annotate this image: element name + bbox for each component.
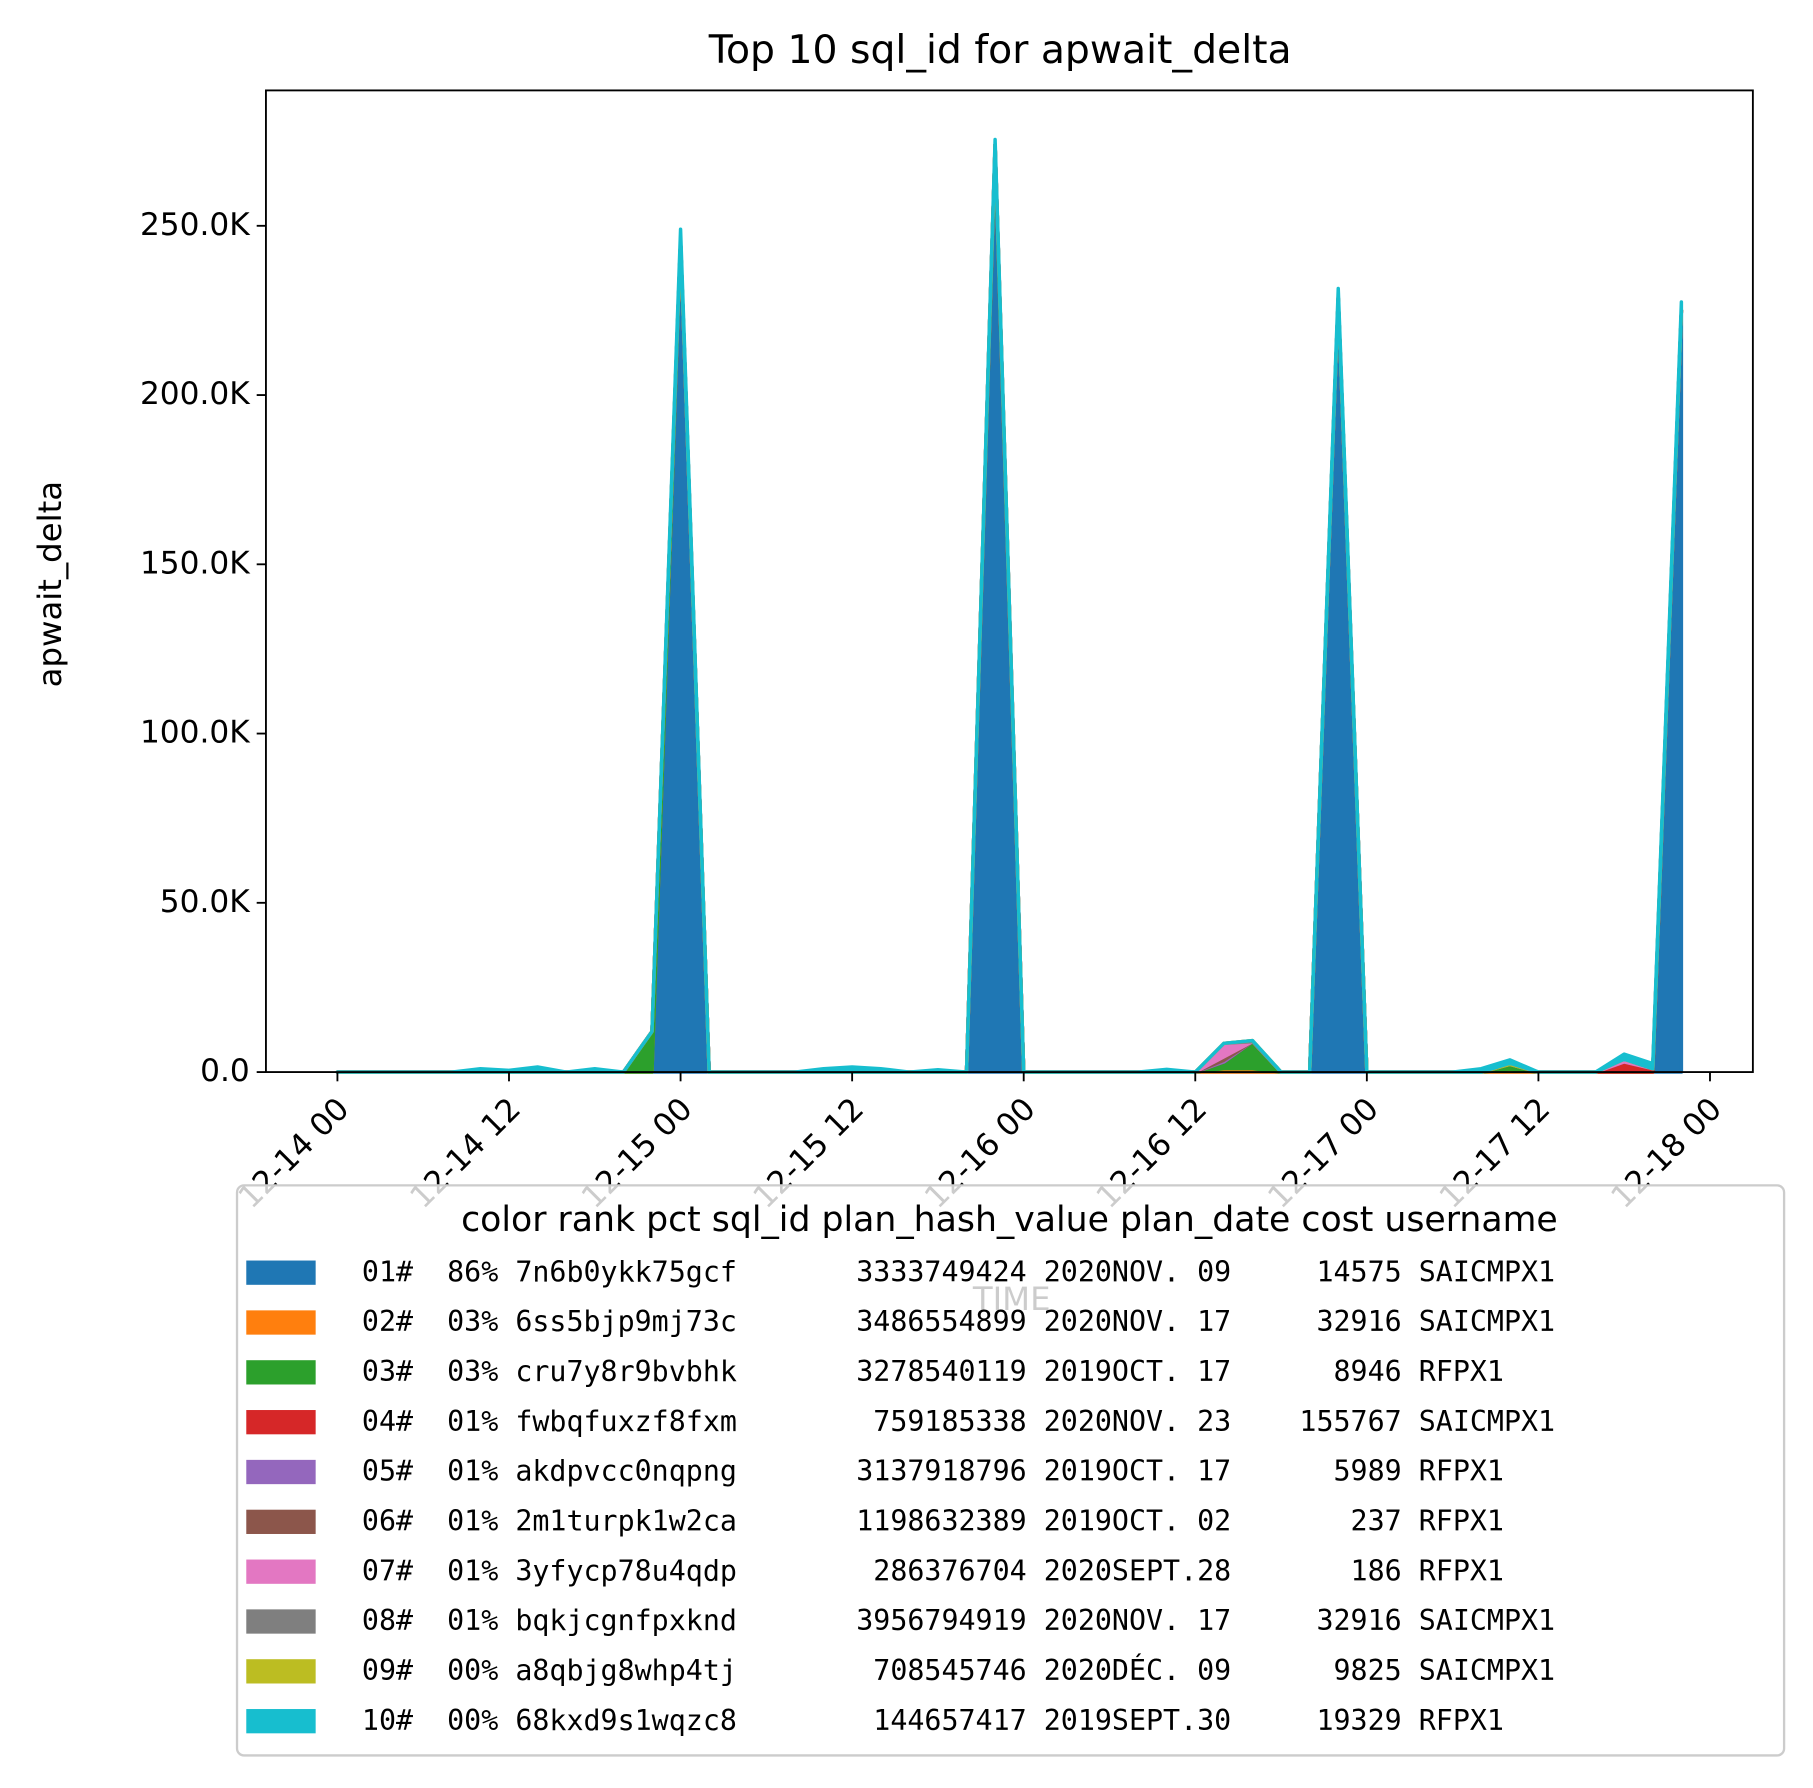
legend-label: 03# 03% cru7y8r9bvbhk 3278540119 2019OCT… xyxy=(362,1355,1504,1388)
legend-label: 06# 01% 2m1turpk1w2ca 1198632389 2019OCT… xyxy=(362,1504,1504,1537)
legend-swatch xyxy=(246,1559,316,1584)
y-tick-label: 150.0K xyxy=(140,545,251,581)
legend-label: 09# 00% a8qbjg8whp4tj 708545746 2020DÉC.… xyxy=(362,1653,1555,1687)
legend-swatch xyxy=(246,1659,316,1684)
chart-title: Top 10 sql_id for apwait_delta xyxy=(708,28,1292,73)
legend-swatch xyxy=(246,1310,316,1335)
legend-label: 04# 01% fwbqfuxzf8fxm 759185338 2020NOV.… xyxy=(362,1405,1555,1438)
legend-swatch xyxy=(246,1609,316,1634)
y-tick-label: 100.0K xyxy=(140,715,251,751)
legend-label: 01# 86% 7n6b0ykk75gcf 3333749424 2020NOV… xyxy=(362,1255,1555,1288)
legend-title: color rank pct sql_id plan_hash_value pl… xyxy=(461,1200,1558,1240)
legend-label: 05# 01% akdpvcc0nqpng 3137918796 2019OCT… xyxy=(362,1455,1504,1488)
legend-swatch xyxy=(246,1260,316,1285)
legend-label: 07# 01% 3yfycp78u4qdp 286376704 2020SEPT… xyxy=(362,1554,1504,1587)
legend-swatch xyxy=(246,1410,316,1435)
legend-label: 02# 03% 6ss5bjp9mj73c 3486554899 2020NOV… xyxy=(362,1305,1555,1338)
legend-box xyxy=(235,1184,1786,1757)
legend-swatch xyxy=(246,1459,316,1485)
legend-swatch xyxy=(246,1709,316,1734)
legend-swatch xyxy=(246,1509,316,1534)
legend-label: 10# 00% 68kxd9s1wqzc8 144657417 2019SEPT… xyxy=(362,1704,1504,1737)
plot-frame xyxy=(265,89,1754,1073)
legend-label: 08# 01% bqkjcgnfpxknd 3956794919 2020NOV… xyxy=(362,1604,1555,1637)
y-axis-label: apwait_delta xyxy=(31,481,69,687)
y-tick-label: 0.0 xyxy=(200,1053,250,1089)
legend-swatch xyxy=(246,1360,316,1385)
y-tick-label: 50.0K xyxy=(160,884,251,920)
y-tick-label: 200.0K xyxy=(140,376,251,412)
y-tick-label: 250.0K xyxy=(140,207,251,243)
